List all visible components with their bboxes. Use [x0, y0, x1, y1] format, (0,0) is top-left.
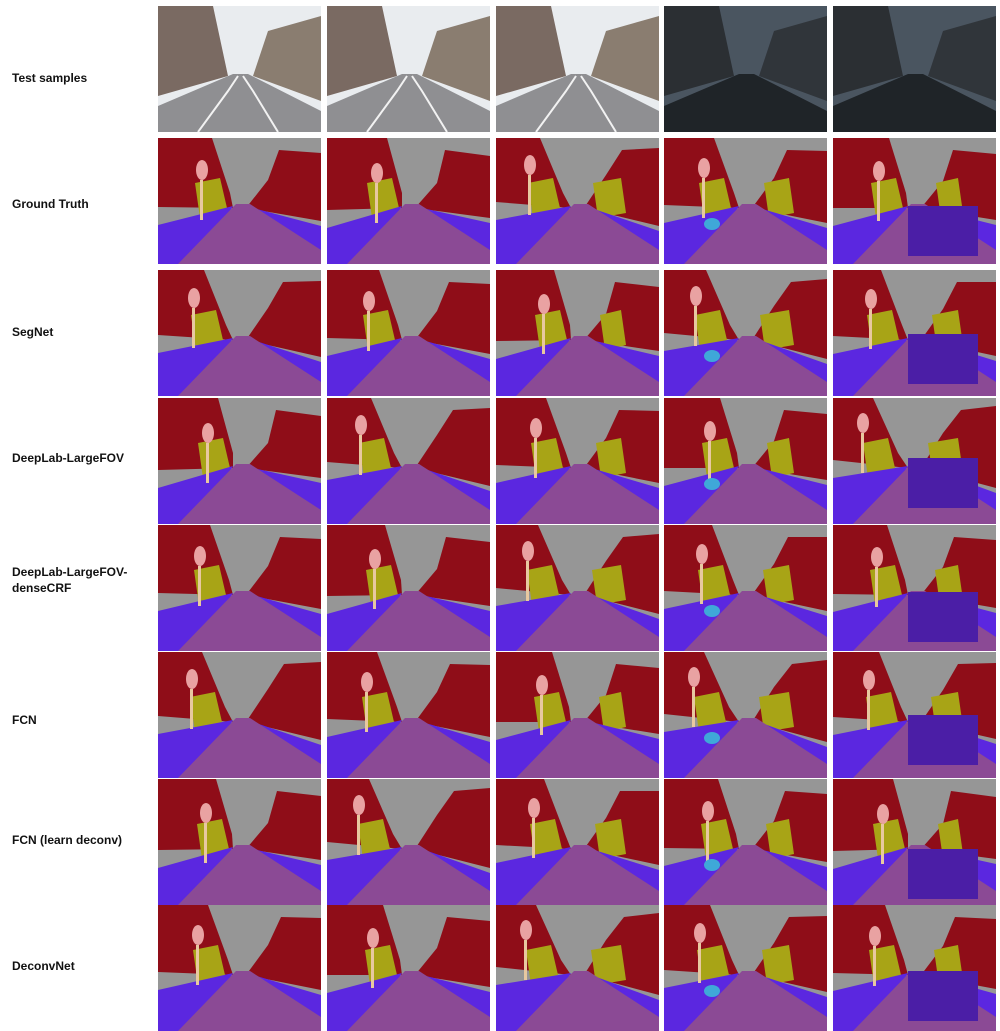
row-label: FCN (learn deconv) — [12, 833, 123, 847]
row-label: SegNet — [12, 325, 54, 339]
segmentation-result-image — [664, 270, 827, 396]
row-label: DeepLab-LargeFOV- denseCRF — [12, 565, 128, 595]
segmentation-result-image — [327, 138, 490, 264]
segmentation-result-image — [833, 525, 996, 651]
test-sample-image — [327, 6, 490, 132]
segmentation-result-image — [664, 905, 827, 1031]
segmentation-result-image — [496, 398, 659, 524]
segmentation-result-image — [158, 270, 321, 396]
segmentation-result-image — [833, 779, 996, 905]
row-label: FCN — [12, 713, 37, 727]
segmentation-result-image — [664, 779, 827, 905]
test-sample-image — [496, 6, 659, 132]
row-label: DeepLab-LargeFOV — [12, 451, 125, 465]
segmentation-result-image — [158, 905, 321, 1031]
segmentation-result-image — [158, 398, 321, 524]
segmentation-result-image — [158, 138, 321, 264]
segmentation-result-image — [496, 652, 659, 778]
row-label: DeconvNet — [12, 959, 75, 973]
segmentation-result-image — [327, 270, 490, 396]
segmentation-result-image — [664, 398, 827, 524]
segmentation-result-image — [327, 652, 490, 778]
segmentation-result-image — [158, 652, 321, 778]
segmentation-result-image — [158, 779, 321, 905]
row-label: Ground Truth — [12, 197, 89, 211]
segmentation-result-image — [664, 525, 827, 651]
segmentation-result-image — [496, 138, 659, 264]
segmentation-result-image — [496, 905, 659, 1031]
segmentation-result-image — [496, 779, 659, 905]
segmentation-result-image — [327, 905, 490, 1031]
segmentation-result-image — [327, 398, 490, 524]
segmentation-result-image — [158, 525, 321, 651]
segmentation-result-image — [833, 270, 996, 396]
segmentation-result-image — [496, 525, 659, 651]
segmentation-result-image — [833, 905, 996, 1031]
test-sample-image — [664, 6, 827, 132]
test-sample-image — [833, 6, 996, 132]
segmentation-result-image — [833, 652, 996, 778]
segmentation-result-image — [664, 652, 827, 778]
segmentation-result-image — [833, 398, 996, 524]
segmentation-result-image — [327, 525, 490, 651]
segmentation-result-image — [664, 138, 827, 264]
segmentation-result-image — [833, 138, 996, 264]
row-label: Test samples — [12, 71, 88, 85]
segmentation-result-image — [327, 779, 490, 905]
test-sample-image — [158, 6, 321, 132]
segmentation-result-image — [496, 270, 659, 396]
